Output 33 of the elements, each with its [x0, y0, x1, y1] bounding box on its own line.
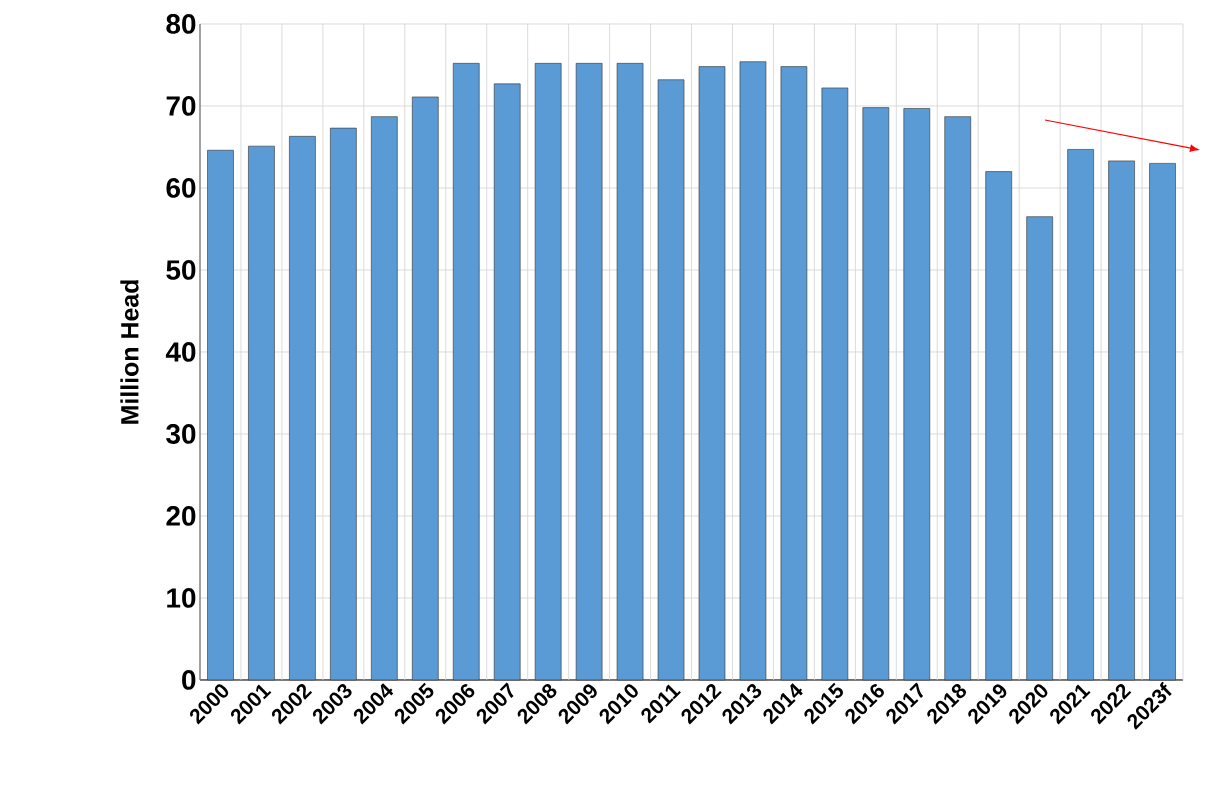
- y-tick-label: 30: [166, 424, 196, 444]
- bar: [1067, 149, 1094, 681]
- y-tick-label: 80: [166, 14, 196, 34]
- bar: [657, 79, 685, 681]
- bar: [452, 63, 480, 681]
- bar: [985, 171, 1012, 681]
- y-axis-title: Million Head: [120, 280, 139, 424]
- bar: [1026, 216, 1053, 681]
- bar: [534, 63, 562, 681]
- bar: [944, 116, 972, 681]
- y-tick-label: 70: [166, 96, 196, 116]
- bar: [330, 127, 357, 681]
- bar: [780, 66, 808, 681]
- bar: [289, 136, 316, 681]
- bar: [575, 63, 603, 681]
- bar: [616, 63, 644, 681]
- y-tick-label: 40: [165, 342, 196, 362]
- bar: [739, 61, 767, 681]
- bar: [411, 96, 439, 681]
- bar: [698, 66, 726, 681]
- bar: [1108, 160, 1135, 681]
- bar: [1149, 163, 1176, 681]
- y-tick-label: 20: [166, 506, 196, 526]
- bar: [821, 87, 849, 681]
- y-tick-label: 10: [167, 588, 196, 608]
- bar: [248, 145, 275, 681]
- y-tick-label: 60: [166, 178, 196, 198]
- y-tick-label: 50: [166, 260, 196, 280]
- bar: [862, 107, 890, 681]
- bar: [493, 83, 521, 681]
- bar: [903, 108, 931, 681]
- bar: [207, 149, 234, 681]
- bar: [371, 116, 398, 681]
